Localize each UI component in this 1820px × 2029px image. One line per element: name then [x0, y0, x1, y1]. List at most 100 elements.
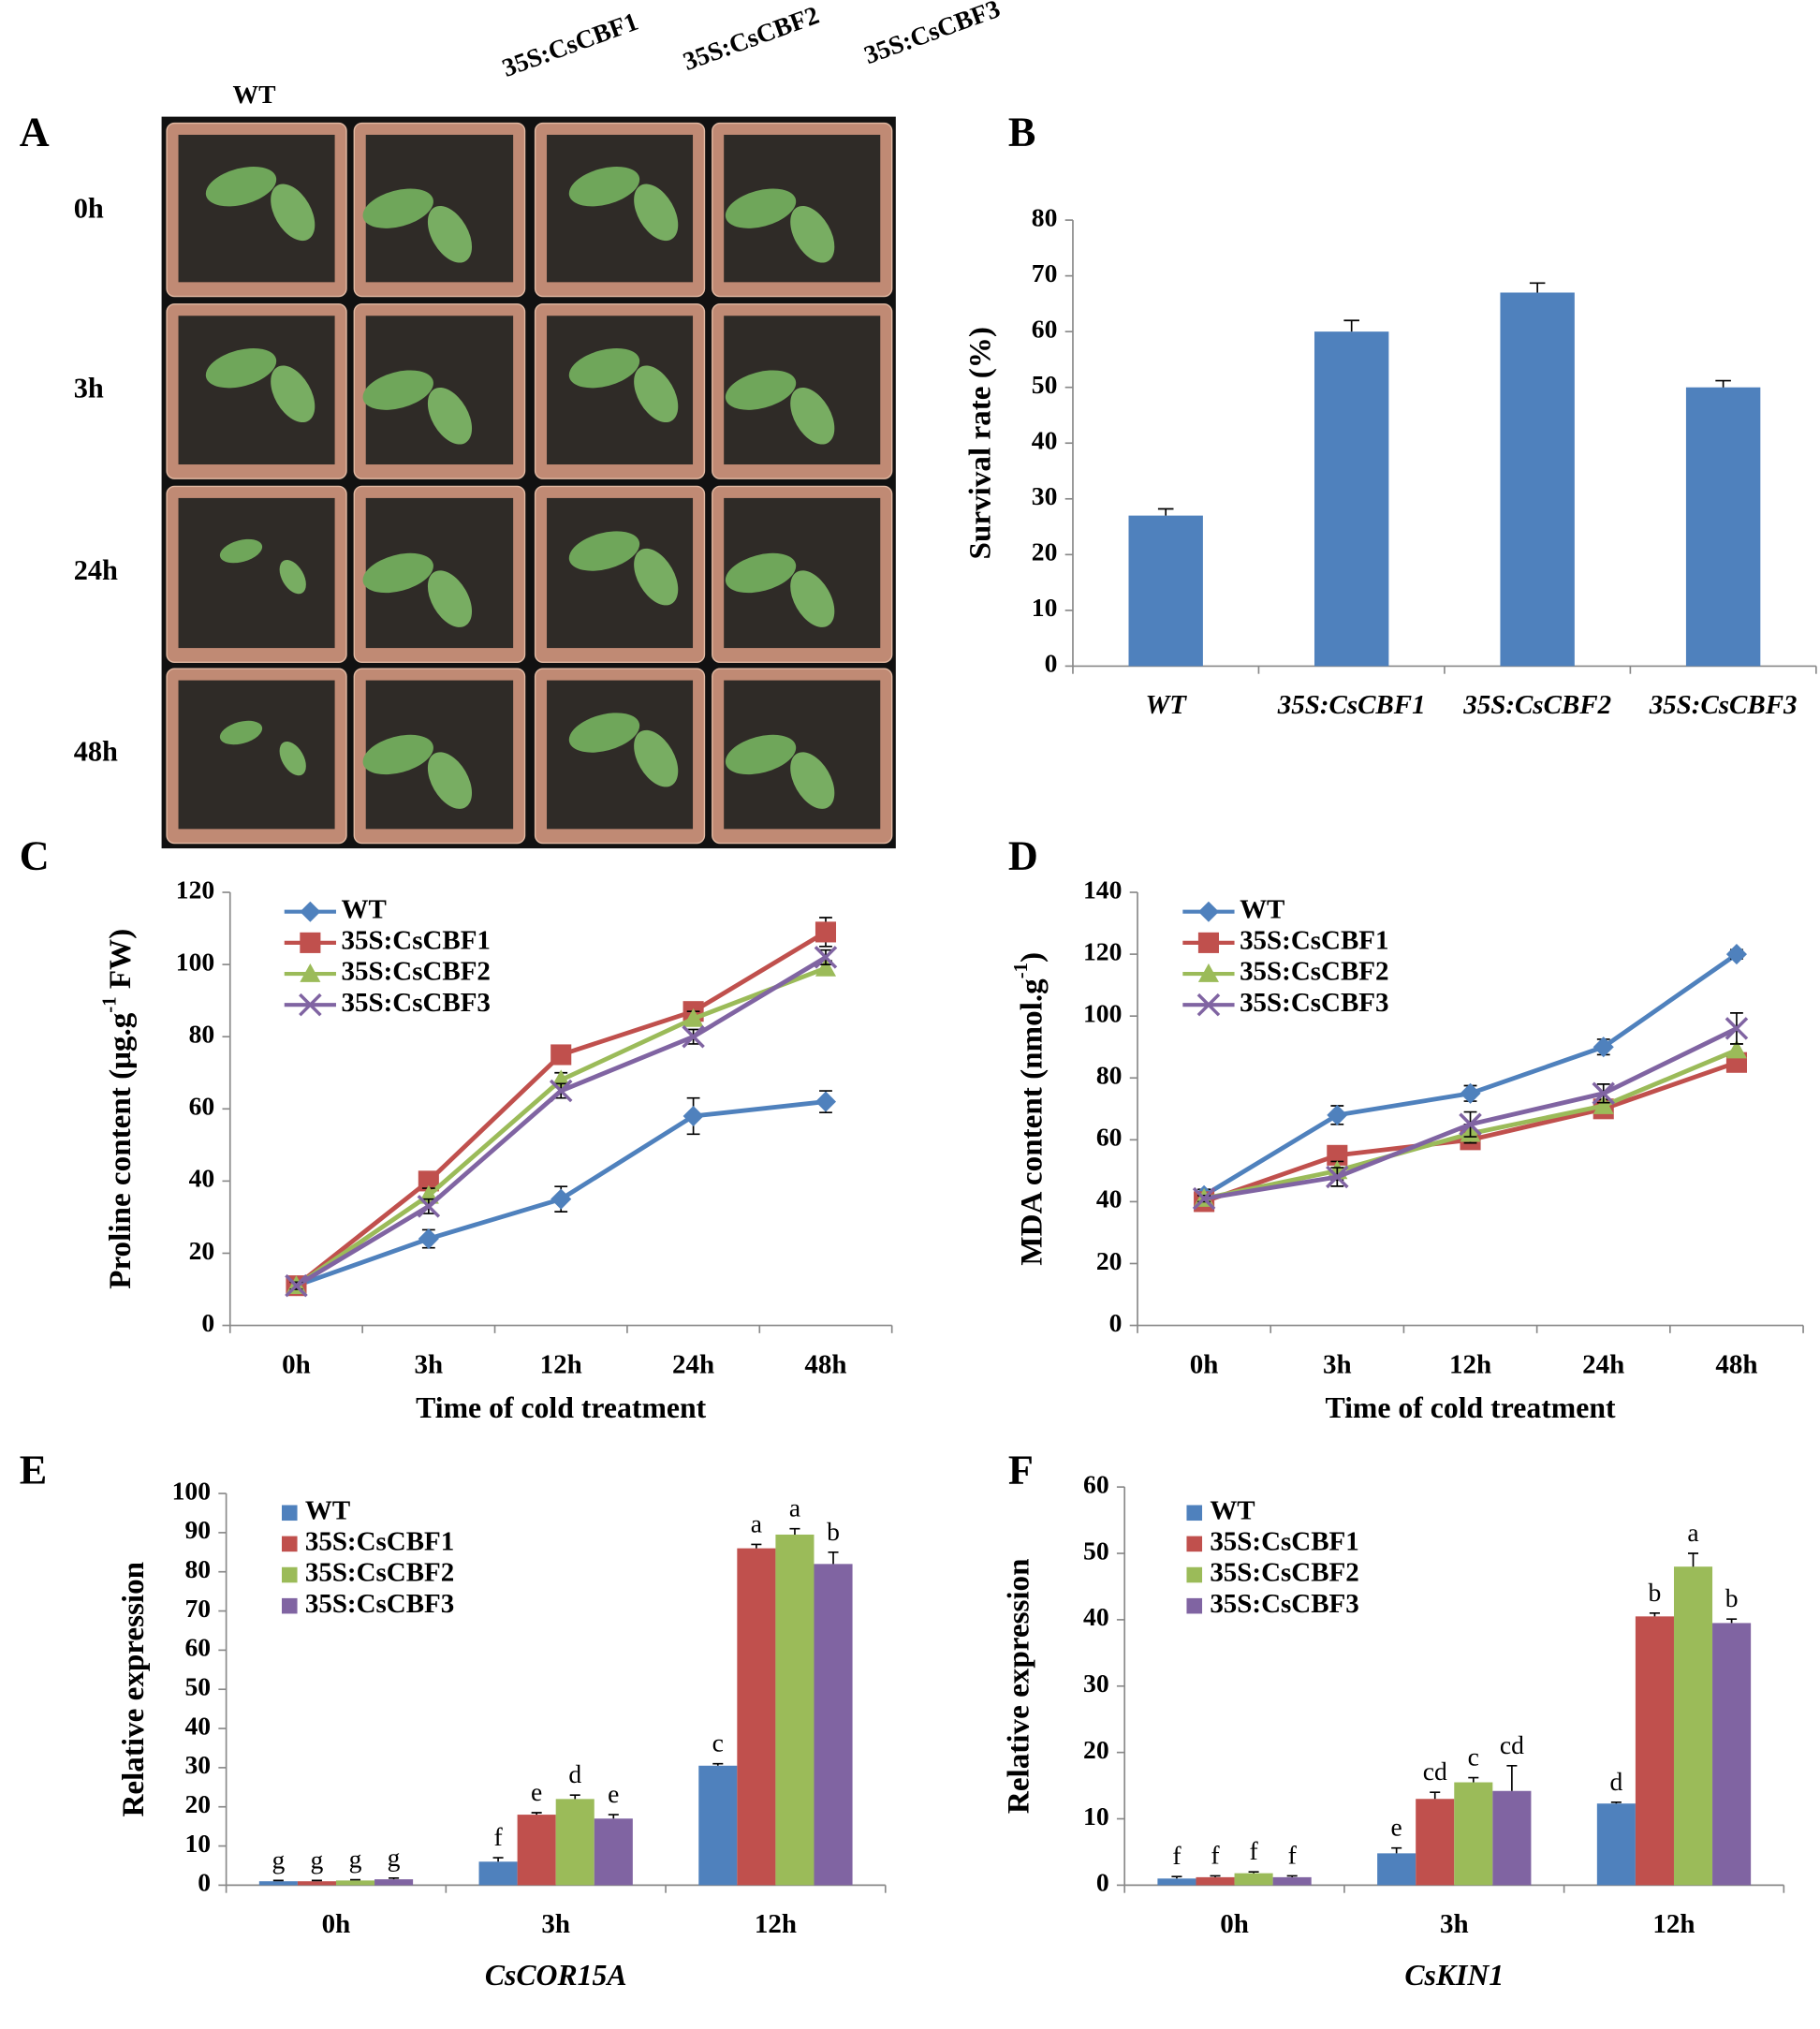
y-tick-label: 10 — [1032, 593, 1058, 622]
y-tick-label: 0 — [201, 1308, 214, 1337]
y-tick-label: 100 — [176, 947, 214, 976]
marker — [682, 1007, 704, 1027]
error-bar — [272, 1879, 284, 1882]
leaf — [271, 365, 316, 423]
y-tick-label: 10 — [1083, 1801, 1109, 1831]
significance-letter: f — [1172, 1841, 1182, 1870]
error-bar — [1610, 1801, 1622, 1804]
leaf — [279, 559, 306, 595]
significance-letter: c — [1468, 1742, 1479, 1772]
bar — [1673, 1566, 1713, 1886]
y-axis-label-part: -1 — [1011, 963, 1032, 978]
y-tick-label: 70 — [184, 1594, 211, 1623]
significance-letter: b — [1649, 1578, 1662, 1607]
leaf — [362, 188, 433, 228]
legend-swatch — [1186, 1597, 1203, 1614]
leaf — [205, 347, 277, 389]
panel-label: E — [20, 1447, 47, 1492]
legend-marker — [1197, 963, 1219, 982]
y-tick-label: 30 — [1032, 481, 1058, 510]
x-tick-label: 0h — [282, 1349, 311, 1379]
marker — [1459, 1112, 1482, 1137]
marker — [682, 1105, 704, 1127]
y-tick-label: 0 — [198, 1868, 211, 1897]
column-label: 35S:CsCBF2 — [679, 0, 822, 76]
leaf — [362, 552, 433, 594]
x-tick-label: 35S:CsCBF3 — [1649, 690, 1798, 720]
y-tick-label: 20 — [1032, 537, 1058, 566]
panel-label: D — [1008, 833, 1038, 879]
y-tick-label: 40 — [189, 1164, 215, 1193]
error-bar — [1688, 1552, 1699, 1567]
error-bar — [789, 1527, 800, 1535]
y-tick-label: 50 — [184, 1672, 211, 1701]
error-bar — [1286, 1875, 1298, 1877]
bar — [555, 1799, 594, 1886]
error-bar — [1715, 379, 1731, 388]
marker — [418, 1170, 439, 1192]
leaf — [725, 370, 797, 410]
column-label: WT — [233, 80, 276, 109]
x-axis-label: CsKIN1 — [1404, 1959, 1504, 1992]
x-axis-label: CsCOR15A — [485, 1959, 627, 1992]
bar — [1416, 1799, 1455, 1886]
x-tick-label: 48h — [1715, 1349, 1757, 1379]
legend-label: WT — [1210, 1495, 1255, 1525]
significance-letter: f — [1249, 1836, 1258, 1865]
legend-label: 35S:CsCBF1 — [342, 926, 491, 956]
significance-letter: cd — [1500, 1730, 1524, 1759]
column-label: 35S:CsCBF3 — [860, 0, 1004, 69]
legend-swatch — [281, 1597, 298, 1614]
legend-label: WT — [342, 894, 387, 924]
significance-letter: g — [349, 1845, 362, 1874]
significance-letter: b — [1725, 1583, 1739, 1612]
leaf — [568, 166, 640, 207]
marker — [1326, 1165, 1349, 1189]
legend-label: 35S:CsCBF3 — [1210, 1589, 1358, 1619]
y-tick-label: 120 — [176, 875, 214, 904]
y-tick-label: 70 — [1032, 258, 1058, 287]
significance-letter: f — [493, 1822, 503, 1851]
bar — [1492, 1790, 1532, 1886]
soil — [178, 134, 335, 283]
marker — [815, 921, 837, 943]
error-bar — [608, 1814, 619, 1819]
error-bar — [1210, 1875, 1221, 1877]
legend-swatch — [1186, 1566, 1203, 1583]
error-bar — [828, 1551, 839, 1565]
y-axis-label-part: Relative expression — [116, 1562, 151, 1817]
significance-letter: a — [1687, 1518, 1698, 1547]
y-tick-label: 40 — [184, 1711, 211, 1740]
error-bar — [751, 1543, 762, 1549]
y-axis-label: MDA content (nmol.g-1) — [1011, 952, 1049, 1266]
error-bar — [1248, 1871, 1259, 1874]
bar — [1377, 1853, 1416, 1886]
leaf — [279, 741, 306, 776]
y-axis-label-part: -1 — [99, 996, 120, 1012]
y-tick-label: 0 — [1045, 649, 1058, 678]
bar — [258, 1881, 298, 1886]
soil — [178, 680, 335, 830]
panel-label: C — [20, 833, 50, 879]
leaf — [427, 752, 473, 809]
y-axis-label-part: Survival rate (%) — [962, 327, 997, 559]
y-tick-label: 60 — [189, 1092, 215, 1121]
x-axis-label: Time of cold treatment — [1325, 1391, 1616, 1424]
legend-label: 35S:CsCBF2 — [342, 957, 491, 987]
legend-label: 35S:CsCBF3 — [305, 1589, 454, 1619]
marker — [1592, 1095, 1614, 1114]
marker — [418, 1228, 439, 1250]
bar — [1272, 1876, 1312, 1886]
x-tick-label: 24h — [672, 1349, 714, 1379]
x-tick-label: 12h — [755, 1909, 797, 1939]
leaf — [790, 752, 835, 809]
marker — [285, 1273, 308, 1298]
significance-letter: g — [388, 1843, 401, 1872]
y-tick-label: 80 — [189, 1020, 215, 1049]
leaf — [725, 734, 797, 775]
leaf — [427, 205, 473, 263]
x-tick-label: 35S:CsCBF2 — [1462, 690, 1611, 720]
y-tick-label: 60 — [1032, 314, 1058, 343]
leaf — [725, 188, 797, 228]
marker — [815, 1091, 837, 1112]
